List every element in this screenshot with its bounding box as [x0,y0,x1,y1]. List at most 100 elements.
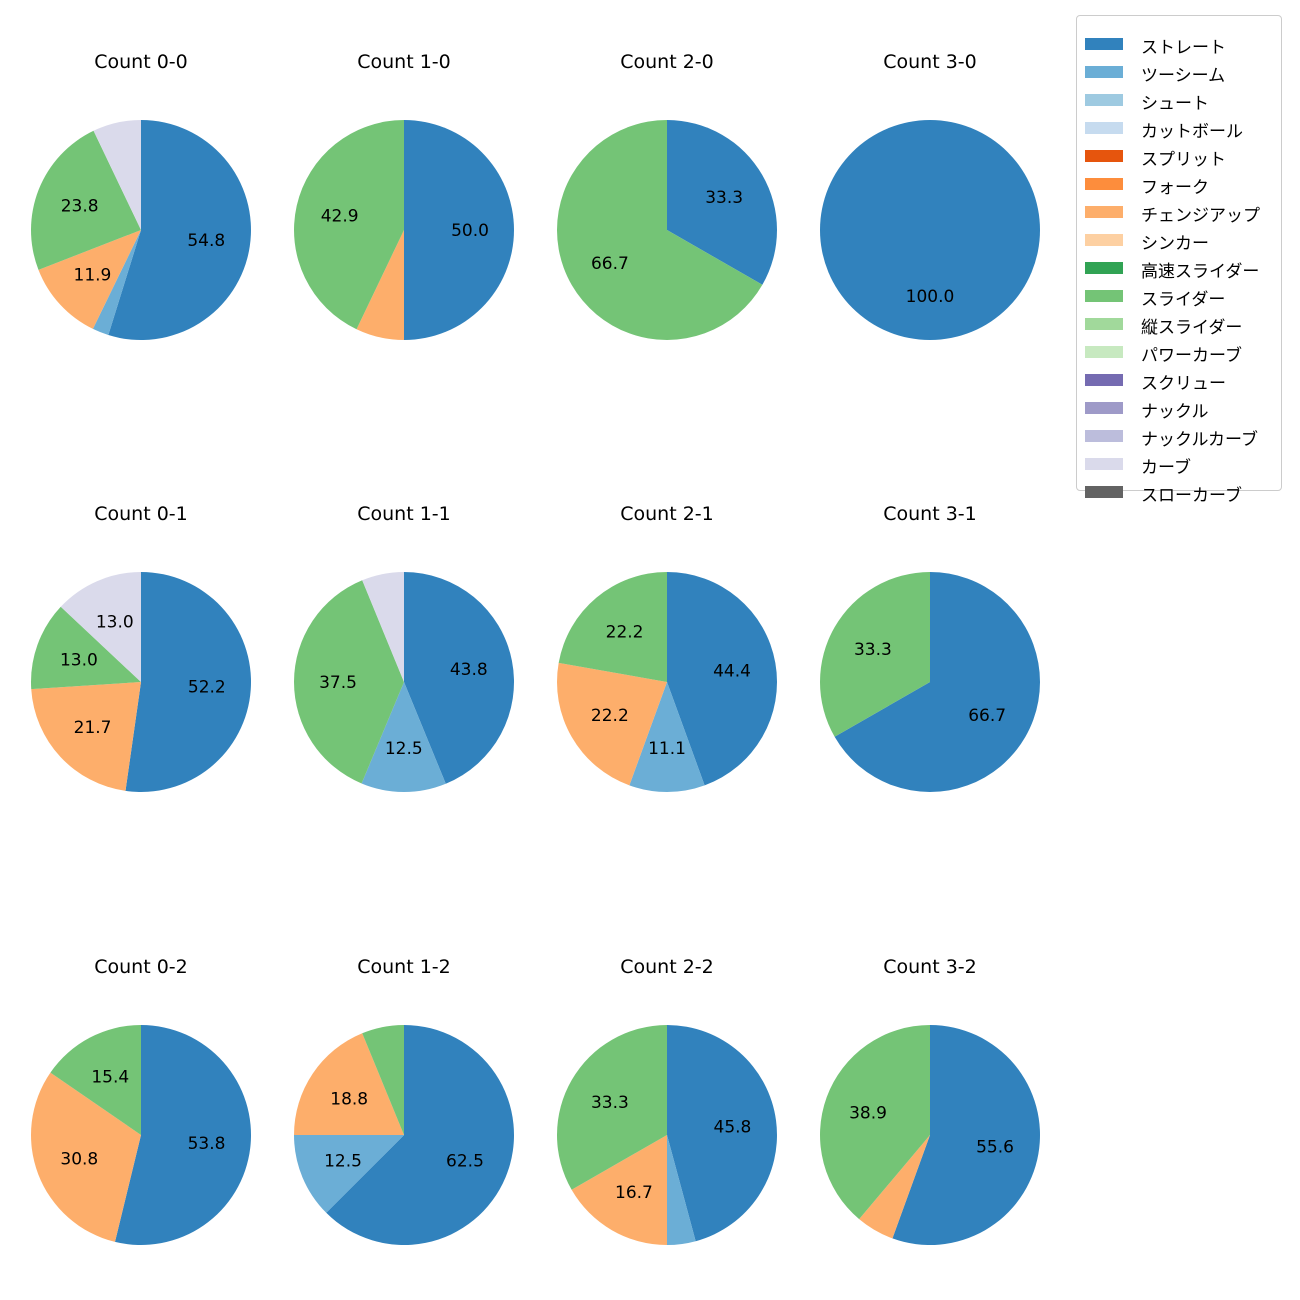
legend-label: パワーカーブ [1141,346,1242,366]
slice-label: 18.8 [330,1089,368,1109]
pie-slice [108,120,251,340]
legend-label: シンカー [1141,234,1209,254]
pie-slice [38,230,141,329]
pie-slice [859,1135,930,1239]
pie-slice [820,120,1040,340]
legend-label: スプリット [1141,150,1226,170]
legend-item: カットボール [1077,114,1283,142]
chart-title: Count 3-2 [883,956,977,978]
pie-slice [819,572,930,737]
legend-swatch [1085,430,1123,442]
legend-label: チェンジアップ [1141,206,1260,226]
chart-title: Count 3-0 [883,51,977,73]
pie-slice [60,572,141,682]
pie-slice [293,1033,404,1135]
slice-label: 11.9 [74,266,112,286]
pie-slice [667,120,778,285]
legend-item: 縦スライダー [1077,310,1283,338]
pie-slice [356,230,404,340]
pie-slice [404,572,515,784]
pie-chart: Count 2-2 45.8 16.7 33.3 [556,956,777,1245]
legend-label: ストレート [1141,38,1226,58]
slice-label: 45.8 [714,1117,752,1137]
legend-label: ツーシーム [1141,66,1226,86]
legend-swatch [1085,122,1123,134]
slice-label: 12.5 [324,1151,362,1171]
slice-label: 52.2 [188,678,226,698]
chart-title: Count 1-2 [357,956,451,978]
pie-slice [834,572,1040,792]
pie-chart: Count 1-2 62.5 12.5 18.8 [293,956,515,1245]
legend-label: カーブ [1141,458,1191,478]
chart-title: Count 0-1 [94,503,188,525]
pie-slice [31,682,142,791]
slice-label: 13.0 [96,612,134,632]
pie-chart: Count 3-1 66.7 33.3 [819,503,1040,792]
legend-swatch [1085,94,1123,106]
legend-swatch [1085,38,1123,50]
legend-item: スライダー [1077,282,1283,310]
legend-item: ストレート [1077,30,1283,58]
slice-label: 50.0 [451,221,489,241]
pie-slice [50,1025,141,1135]
legend-swatch [1085,346,1123,358]
pie-chart: Count 2-0 33.3 66.7 [557,51,778,340]
pie-slice [556,662,667,786]
pie-slice [294,580,404,784]
pie-chart: Count 3-2 55.6 38.9 [820,956,1041,1245]
slice-label: 23.8 [61,197,99,217]
slice-label: 44.4 [713,662,751,682]
slice-label: 22.2 [606,622,644,642]
pie-chart: Count 0-2 53.8 30.8 15.4 [30,956,252,1245]
slice-label: 43.8 [450,660,488,680]
pie-slice [92,230,141,336]
legend-swatch [1085,206,1123,218]
pie-slice [294,120,404,330]
pie-slice [667,1025,777,1242]
chart-title: Count 2-0 [620,51,714,73]
legend-item: シンカー [1077,226,1283,254]
legend-item: スローカーブ [1077,478,1283,506]
pie-slice [571,1135,667,1245]
pie-slice [30,130,142,270]
legend-label: フォーク [1141,178,1209,198]
pie-slice [667,1135,696,1245]
slice-label: 62.5 [446,1151,484,1171]
legend-item: ナックル [1077,394,1283,422]
legend-swatch [1085,150,1123,162]
chart-title: Count 0-0 [94,51,188,73]
pie-slice [629,682,705,793]
slice-label: 13.0 [60,651,98,671]
slice-label: 30.8 [60,1150,98,1170]
slice-label: 22.2 [591,706,629,726]
slice-label: 21.7 [74,718,112,738]
pie-slice [31,606,142,690]
legend-label: シュート [1141,94,1209,114]
pie-slice [557,120,763,340]
pie-slice [362,572,404,682]
slice-label: 55.6 [976,1137,1014,1157]
legend-label: 縦スライダー [1141,318,1243,338]
pie-slice [114,1025,252,1245]
legend-label: スローカーブ [1141,486,1242,506]
chart-title: Count 0-2 [94,956,188,978]
legend-item: スプリット [1077,142,1283,170]
legend-swatch [1085,486,1123,498]
slice-label: 66.7 [968,706,1006,726]
legend-swatch [1085,290,1123,302]
legend-swatch [1085,458,1123,470]
chart-title: Count 3-1 [883,503,977,525]
slice-label: 12.5 [385,739,423,759]
pie-chart: Count 1-1 43.8 12.5 37.5 [294,503,515,792]
pie-chart: Count 0-1 52.2 21.7 13.0 13.0 [31,503,252,792]
slice-label: 33.3 [854,640,892,660]
legend-label: カットボール [1141,122,1243,142]
legend-swatch [1085,402,1123,414]
pie-slice [820,1025,930,1220]
slice-label: 33.3 [705,188,743,208]
legend-item: 高速スライダー [1077,254,1283,282]
chart-title: Count 1-1 [357,503,451,525]
slice-label: 33.3 [591,1093,629,1113]
legend-item: シュート [1077,86,1283,114]
